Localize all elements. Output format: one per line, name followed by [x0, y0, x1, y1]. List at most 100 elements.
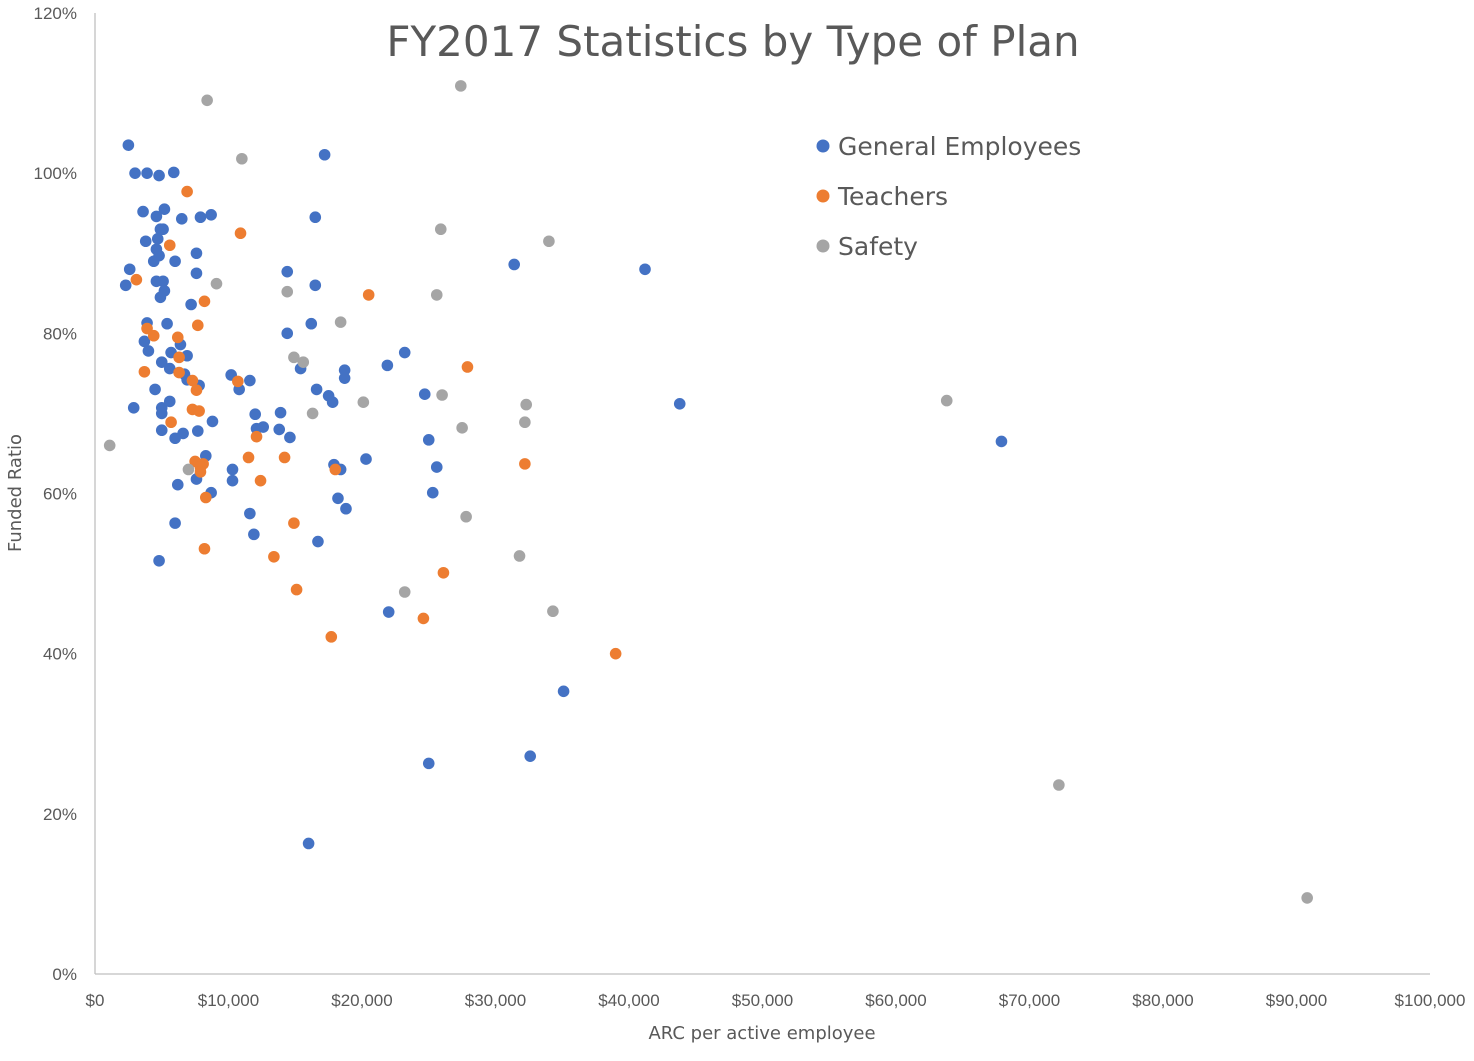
data-point [508, 258, 520, 271]
data-point [181, 185, 193, 198]
data-point [232, 375, 244, 388]
data-point [436, 389, 448, 401]
data-point [437, 566, 450, 579]
data-point [278, 451, 291, 464]
y-tick-label: 40% [43, 645, 77, 664]
data-point [297, 356, 310, 368]
data-point [940, 394, 953, 407]
chart-title: FY2017 Statistics by Type of Plan [386, 17, 1079, 66]
data-point [138, 335, 151, 348]
data-point [155, 424, 168, 437]
data-point [284, 431, 296, 444]
data-points [103, 80, 1313, 904]
data-point [206, 415, 219, 428]
data-point [155, 356, 168, 368]
data-point [157, 223, 169, 236]
data-point [609, 647, 622, 660]
data-point [254, 474, 267, 487]
x-tick-label: $60,000 [865, 991, 926, 1010]
data-point [325, 631, 338, 643]
data-point [153, 169, 165, 182]
data-point [426, 486, 439, 499]
data-point [194, 466, 207, 478]
data-point [524, 750, 537, 762]
data-point [543, 235, 555, 248]
data-point [288, 517, 300, 529]
legend-label: Safety [838, 232, 918, 261]
data-point [154, 291, 167, 304]
data-point [418, 388, 431, 400]
legend-label: General Employees [838, 132, 1081, 161]
data-point [234, 227, 247, 240]
data-point [673, 398, 686, 410]
x-tick-label: $90,000 [1266, 991, 1327, 1010]
data-point [127, 402, 140, 414]
legend-label: Teachers [837, 182, 948, 211]
data-point [257, 421, 270, 433]
y-tick-label: 0% [52, 965, 77, 984]
data-point [137, 205, 149, 218]
data-point [274, 406, 287, 419]
x-axis-label: ARC per active employee [648, 1023, 875, 1044]
data-point [130, 273, 143, 286]
x-tick-label: $30,000 [465, 991, 526, 1010]
data-point [198, 542, 211, 555]
data-point [306, 407, 319, 420]
data-point [398, 346, 411, 359]
data-point [198, 295, 211, 308]
data-point [103, 439, 116, 452]
data-point [205, 209, 217, 221]
data-point [122, 139, 135, 151]
data-point [519, 416, 531, 429]
data-point [138, 365, 151, 378]
data-point [190, 247, 203, 260]
x-tick-label: $70,000 [999, 991, 1060, 1010]
data-point [417, 612, 430, 625]
y-axis-ticks: 0% 20% 40% 60% 80% 100% 120% [34, 4, 77, 984]
data-point [360, 453, 372, 465]
data-point [191, 319, 204, 332]
data-point [461, 361, 474, 373]
data-point [1053, 779, 1065, 791]
data-point [430, 461, 443, 473]
data-point [151, 233, 164, 245]
data-point [201, 94, 213, 107]
data-point [158, 203, 171, 216]
data-point [268, 550, 280, 563]
y-tick-label: 80% [43, 324, 77, 343]
legend: General Employees Teachers Safety [816, 132, 1081, 261]
data-point [191, 425, 204, 437]
data-point [150, 210, 163, 223]
series-2 [103, 80, 1313, 904]
data-point [248, 528, 260, 541]
data-point [422, 434, 435, 446]
data-point [639, 263, 651, 276]
data-point [547, 605, 559, 618]
data-point [302, 837, 315, 850]
data-point [456, 422, 468, 434]
legend-item: General Employees [816, 132, 1081, 161]
y-tick-label: 60% [43, 485, 77, 504]
data-point [318, 148, 331, 161]
data-point [169, 517, 181, 529]
data-point [244, 374, 256, 387]
data-point [153, 554, 165, 567]
data-point [310, 383, 323, 396]
data-point [182, 463, 195, 476]
x-tick-label: $80,000 [1132, 991, 1193, 1010]
x-tick-label: $40,000 [598, 991, 659, 1010]
data-point [430, 289, 443, 301]
data-point [139, 235, 152, 248]
data-point [520, 398, 533, 411]
data-point [250, 430, 263, 443]
data-point [312, 535, 324, 548]
x-axis-ticks: $0 $10,000 $20,000 $30,000 $40,000 $50,000 $60… [86, 991, 1466, 1010]
data-point [244, 507, 256, 520]
data-point [157, 275, 169, 288]
data-point [273, 423, 286, 436]
x-tick-label: $0 [86, 991, 105, 1010]
data-point [186, 374, 199, 387]
data-point [995, 435, 1008, 448]
y-axis-label: Funded Ratio [5, 434, 26, 552]
data-point [281, 285, 294, 298]
